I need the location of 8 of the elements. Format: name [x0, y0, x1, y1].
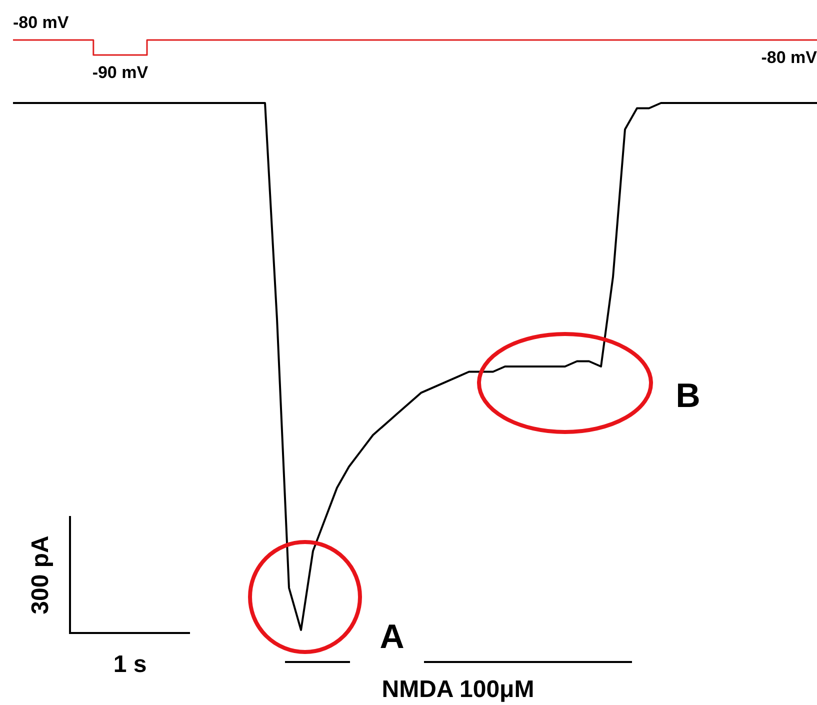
text: 1 s — [113, 651, 147, 678]
annotation: A — [380, 618, 404, 656]
annotation: B — [676, 377, 700, 415]
annotation: 300 pA — [27, 536, 54, 614]
text: NMDA 100μM — [382, 676, 534, 703]
data-label: -90 mV — [92, 63, 149, 82]
data-label: -80 mV — [761, 48, 817, 67]
data-label: -80 mV — [13, 13, 70, 32]
